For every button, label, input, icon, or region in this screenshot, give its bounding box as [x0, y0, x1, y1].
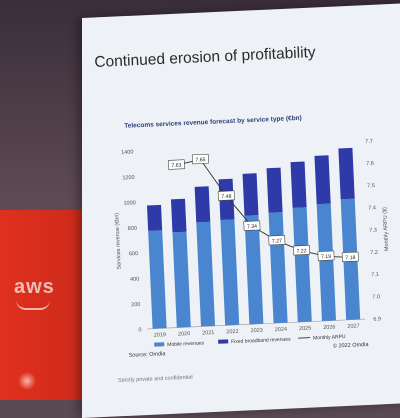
y-right-tick-label: 7.0 [372, 294, 380, 300]
legend-label-arpu: Monthly ARPU [313, 334, 346, 341]
chart-svg: Telecoms services revenue forecast by se… [114, 115, 390, 359]
bar-fixed-broadband-revenues [290, 161, 307, 208]
legend-swatch-mobile [154, 342, 165, 347]
y-left-tick-label: 200 [131, 302, 140, 308]
chart-copyright: © 2022 Omdia [333, 341, 370, 350]
x-tick-label: 2019 [154, 332, 167, 339]
legend-label-fixed-broadband: Fixed broadband revenues [231, 336, 291, 345]
bar-mobile-revenues [148, 230, 167, 329]
arpu-data-label-box [317, 250, 335, 261]
bar-mobile-revenues [172, 231, 191, 328]
bar-mobile-revenues [268, 212, 288, 324]
legend-label-mobile: Mobile revenues [167, 340, 204, 348]
y-right-tick-label: 6.9 [373, 316, 381, 322]
arpu-data-label-box [293, 245, 311, 256]
bar-mobile-revenues [220, 219, 240, 326]
y-left-tick-label: 600 [129, 251, 138, 257]
bar-fixed-broadband-revenues [242, 173, 259, 216]
bar-mobile-revenues [292, 207, 312, 323]
x-tick-label: 2025 [299, 326, 312, 333]
chart-source: Source: Omdia [129, 351, 167, 359]
y-left-tick-label: 1200 [122, 175, 135, 182]
bar-fixed-broadband-revenues [338, 147, 355, 200]
chart: Telecoms services revenue forecast by se… [114, 115, 390, 359]
y-left-tick-label: 1000 [123, 200, 136, 207]
x-tick-label: 2022 [226, 329, 239, 336]
y-right-tick-label: 7.6 [366, 161, 374, 167]
legend-swatch-arpu [298, 337, 311, 339]
arpu-data-label: 7.65 [195, 157, 205, 163]
chart-title: Telecoms services revenue forecast by se… [124, 115, 302, 130]
y-left-tick-label: 0 [138, 327, 141, 333]
x-tick-label: 2020 [178, 331, 191, 338]
y-left-axis-label: Services revenue (€bn) [114, 212, 123, 269]
y-right-tick-label: 7.3 [369, 227, 377, 233]
arpu-data-label: 7.48 [221, 194, 231, 200]
x-tick-label: 2026 [323, 324, 336, 331]
y-right-tick-label: 7.1 [371, 272, 379, 278]
bar-mobile-revenues [196, 221, 216, 327]
bar-fixed-broadband-revenues [314, 155, 331, 205]
aws-logo: aws [14, 276, 55, 298]
arpu-data-label: 7.63 [171, 163, 181, 169]
arpu-data-label: 7.19 [321, 254, 331, 260]
arpu-data-label-box [217, 190, 235, 201]
arpu-data-label-box [191, 153, 209, 165]
brand-flower-icon [18, 372, 36, 390]
arpu-data-label-box [268, 235, 286, 246]
legend-swatch-fixed-broadband [218, 339, 229, 344]
x-tick-label: 2027 [347, 323, 360, 330]
y-left-tick-label: 800 [128, 226, 137, 232]
arpu-data-label-box [341, 251, 359, 263]
y-left-tick-label: 400 [130, 276, 139, 282]
bar-mobile-revenues [244, 215, 264, 325]
x-tick-label: 2023 [250, 328, 263, 335]
bar-mobile-revenues [316, 203, 337, 322]
x-tick-label: 2024 [275, 327, 288, 334]
y-left-tick-label: 1400 [121, 149, 134, 156]
arpu-data-label: 7.34 [247, 224, 257, 230]
y-right-tick-label: 7.5 [367, 183, 375, 189]
aws-smile-icon [16, 300, 50, 310]
arpu-data-label: 7.18 [345, 255, 355, 261]
arpu-data-label-box [243, 220, 261, 231]
arpu-data-label-box [167, 159, 185, 170]
y-right-tick-label: 7.2 [370, 250, 378, 256]
bar-fixed-broadband-revenues [194, 186, 211, 223]
bar-fixed-broadband-revenues [170, 198, 187, 233]
bar-fixed-broadband-revenues [146, 204, 163, 231]
y-right-axis-label: Monthly ARPU ($) [382, 207, 390, 251]
y-right-tick-label: 7.4 [368, 205, 376, 211]
bar-fixed-broadband-revenues [266, 167, 283, 213]
arpu-data-label: 7.27 [272, 238, 282, 244]
y-right-tick-label: 7.7 [365, 139, 373, 145]
x-tick-label: 2021 [202, 330, 215, 337]
arpu-data-label: 7.22 [296, 248, 306, 254]
